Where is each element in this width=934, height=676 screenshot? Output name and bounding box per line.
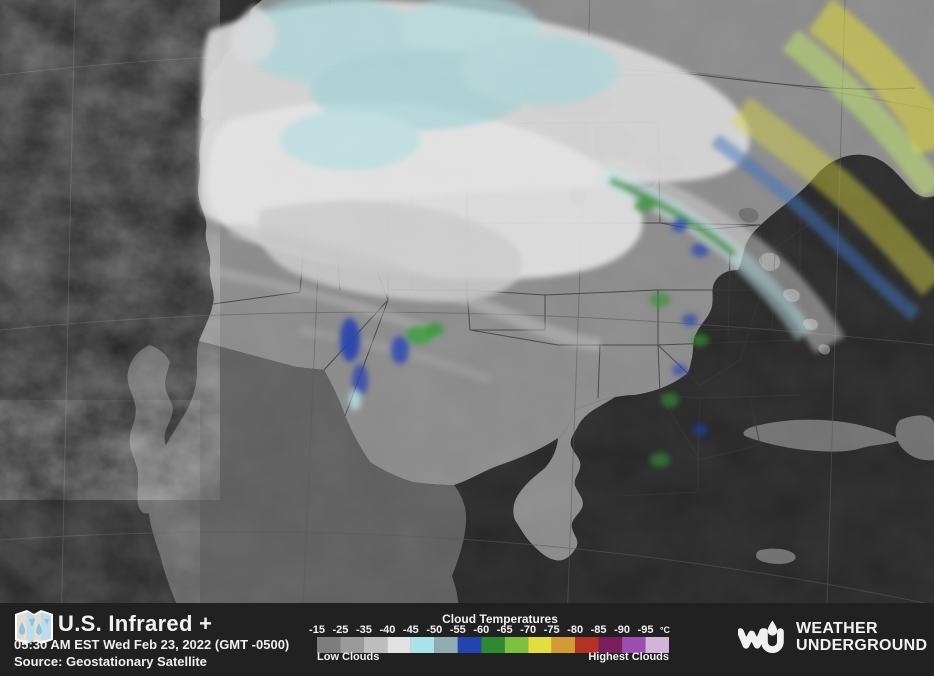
svg-text:-65: -65 xyxy=(497,624,513,636)
svg-text:-15: -15 xyxy=(309,624,325,636)
svg-text:-45: -45 xyxy=(403,624,419,636)
svg-text:-85: -85 xyxy=(591,624,607,636)
svg-text:-60: -60 xyxy=(473,624,489,636)
svg-text:-90: -90 xyxy=(614,624,630,636)
svg-text:-80: -80 xyxy=(567,624,583,636)
svg-text:-70: -70 xyxy=(520,624,536,636)
svg-text:-95: -95 xyxy=(638,624,654,636)
svg-text:-40: -40 xyxy=(379,624,395,636)
svg-text:°C: °C xyxy=(660,625,671,635)
svg-text:-35: -35 xyxy=(356,624,372,636)
svg-text:-50: -50 xyxy=(426,624,442,636)
svg-text:-25: -25 xyxy=(333,624,349,636)
svg-text:-55: -55 xyxy=(450,624,466,636)
svg-text:-75: -75 xyxy=(544,624,560,636)
